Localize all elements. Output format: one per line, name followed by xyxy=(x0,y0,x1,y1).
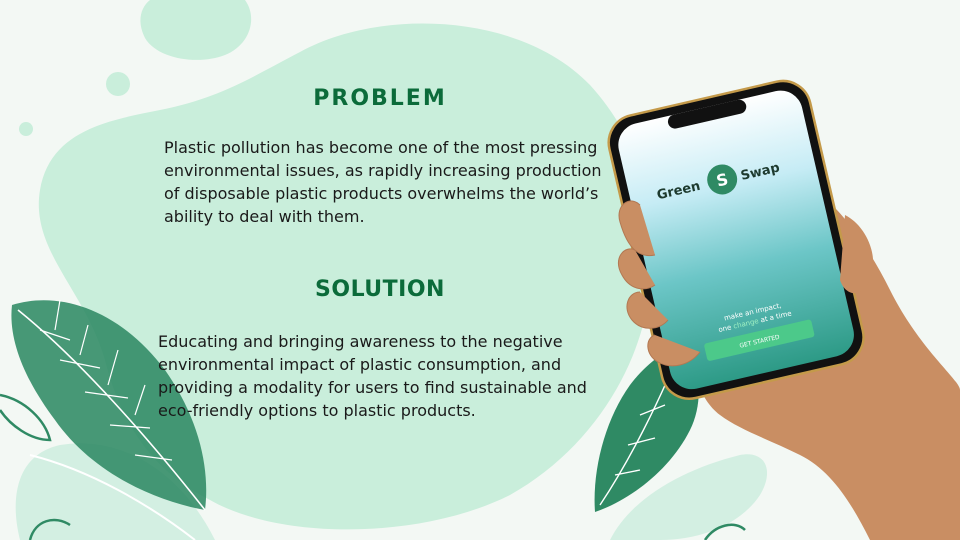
hand-fingers xyxy=(617,200,701,367)
get-started-button[interactable] xyxy=(704,319,815,361)
decor-leaf-outline xyxy=(28,518,71,540)
solution-heading: SOLUTION xyxy=(315,277,445,302)
phone-screen xyxy=(618,90,854,390)
solution-description: Educating and bringing awareness to the … xyxy=(158,332,587,420)
phone-notch xyxy=(667,99,747,129)
decor-leaf-vein xyxy=(39,299,173,461)
decor-leaf-light-right xyxy=(610,454,768,540)
decor-leaf-vein xyxy=(29,454,196,540)
decor-dot xyxy=(19,122,33,136)
app-logo-mark xyxy=(707,164,738,195)
decor-leaf-outline xyxy=(0,393,52,442)
hand-thumb xyxy=(840,215,874,294)
decor-leaf-vein xyxy=(599,349,681,506)
decor-dot xyxy=(106,72,130,96)
main-blob xyxy=(38,23,653,530)
problem-description: Plastic pollution has become one of the … xyxy=(164,138,602,226)
problem-heading: PROBLEM xyxy=(313,86,447,111)
decor-leaf-light-left xyxy=(15,443,216,540)
decor-leaf-outline xyxy=(703,523,746,540)
app-logo-mark-glyph: S xyxy=(715,169,731,190)
decor-blob-top xyxy=(140,0,252,60)
